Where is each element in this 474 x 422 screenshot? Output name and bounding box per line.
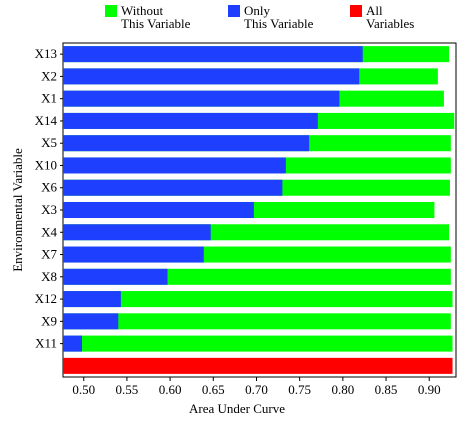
x-tick-label: 0.85 (375, 382, 398, 397)
bar (63, 335, 453, 352)
bar (63, 246, 204, 263)
legend-swatch (228, 5, 240, 17)
bar (63, 291, 121, 308)
y-tick-label: X4 (41, 224, 57, 239)
y-tick-label: X8 (41, 269, 57, 284)
y-tick-label: X10 (35, 157, 57, 172)
bar (63, 46, 363, 63)
y-tick-label: X3 (41, 202, 57, 217)
bar (63, 157, 286, 174)
legend-label: All Variables (366, 3, 415, 31)
bar (63, 313, 119, 330)
bar (63, 291, 453, 308)
y-tick-label: X9 (41, 313, 57, 328)
x-tick-label: 0.75 (288, 382, 311, 397)
legend-label: Only This Variable (244, 3, 314, 31)
bar (63, 90, 340, 107)
y-tick-label: X2 (41, 68, 57, 83)
y-axis-label: Environmental Variable (10, 148, 25, 272)
bar (63, 201, 254, 219)
y-tick-label: X12 (35, 291, 57, 306)
x-tick-label: 0.65 (202, 382, 225, 397)
bar (63, 268, 168, 285)
legend-item: Without This Variable (105, 4, 190, 30)
legend-label: Without This Variable (121, 3, 191, 31)
bar (63, 357, 453, 374)
y-tick-label: X11 (35, 336, 57, 351)
x-tick-label: 0.80 (331, 382, 354, 397)
legend-swatch (350, 5, 362, 17)
bar (63, 68, 360, 85)
bar (63, 112, 318, 129)
bar (63, 313, 451, 330)
bar (63, 179, 283, 196)
x-tick-label: 0.60 (159, 382, 182, 397)
bar (63, 224, 211, 241)
bar (63, 135, 310, 152)
y-tick-label: X1 (41, 91, 57, 106)
x-tick-label: 0.55 (116, 382, 139, 397)
x-tick-label: 0.90 (418, 382, 441, 397)
y-tick-label: X7 (41, 247, 57, 262)
y-tick-label: X14 (35, 113, 58, 128)
legend-item: Only This Variable (228, 4, 313, 30)
x-tick-label: 0.50 (72, 382, 95, 397)
y-tick-label: X6 (41, 180, 57, 195)
bar (63, 335, 83, 352)
x-tick-label: 0.70 (245, 382, 268, 397)
y-tick-label: X5 (41, 135, 57, 150)
legend-swatch (105, 5, 117, 17)
y-tick-label: X13 (35, 46, 57, 61)
legend-item: All Variables (350, 4, 414, 30)
x-axis-label: Area Under Curve (189, 401, 285, 416)
